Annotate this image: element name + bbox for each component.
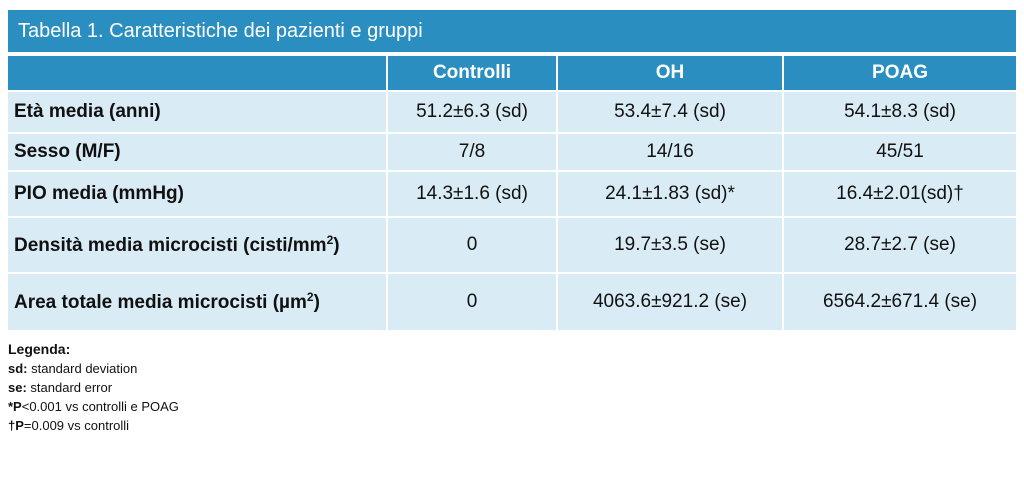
cell-value: 24.1±1.83 (sd)* bbox=[558, 172, 784, 216]
row-label-sesso: Sesso (M/F) bbox=[8, 134, 388, 170]
legend-item: *P<0.001 vs controlli e POAG bbox=[8, 397, 179, 416]
table-row: PIO media (mmHg) 14.3±1.6 (sd) 24.1±1.83… bbox=[8, 172, 1016, 216]
legend-item: sd: standard deviation bbox=[8, 359, 179, 378]
legend-item: †P=0.009 vs controlli bbox=[8, 416, 179, 435]
legend-key: *P bbox=[8, 399, 22, 414]
row-label-text: Area totale media microcisti (µm bbox=[14, 292, 307, 313]
row-label-eta: Età media (anni) bbox=[8, 92, 388, 132]
row-label-pio: PIO media (mmHg) bbox=[8, 172, 388, 216]
legend-text: <0.001 vs controlli e POAG bbox=[21, 399, 179, 414]
legend-key: sd: bbox=[8, 361, 28, 376]
header-controlli: Controlli bbox=[388, 56, 558, 90]
table-header-row: Controlli OH POAG bbox=[8, 56, 1016, 90]
header-poag: POAG bbox=[784, 56, 1016, 90]
cell-value: 19.7±3.5 (se) bbox=[558, 218, 784, 272]
cell-value: 28.7±2.7 (se) bbox=[784, 218, 1016, 272]
table-title: Tabella 1. Caratteristiche dei pazienti … bbox=[8, 10, 1016, 52]
superscript: 2 bbox=[306, 290, 314, 304]
superscript: 2 bbox=[326, 233, 334, 247]
header-oh: OH bbox=[558, 56, 784, 90]
legend-key: se: bbox=[8, 380, 27, 395]
cell-value: 45/51 bbox=[784, 134, 1016, 170]
row-label-end: ) bbox=[333, 235, 340, 256]
cell-value: 0 bbox=[388, 218, 558, 272]
legend-text: standard error bbox=[26, 380, 113, 395]
row-label-text: Densità media microcisti (cisti/mm bbox=[14, 235, 327, 256]
table-row: Densità media microcisti (cisti/mm2) 0 1… bbox=[8, 218, 1016, 272]
header-empty bbox=[8, 56, 388, 90]
cell-value: 6564.2±671.4 (se) bbox=[784, 274, 1016, 330]
cell-value: 4063.6±921.2 (se) bbox=[558, 274, 784, 330]
row-label-area: Area totale media microcisti (µm2) bbox=[8, 274, 388, 330]
patient-characteristics-table: Controlli OH POAG Età media (anni) 51.2±… bbox=[8, 54, 1016, 332]
cell-value: 54.1±8.3 (sd) bbox=[784, 92, 1016, 132]
cell-value: 53.4±7.4 (sd) bbox=[558, 92, 784, 132]
legend-item: se: standard error bbox=[8, 378, 179, 397]
row-label-densita: Densità media microcisti (cisti/mm2) bbox=[8, 218, 388, 272]
cell-value: 14.3±1.6 (sd) bbox=[388, 172, 558, 216]
cell-value: 51.2±6.3 (sd) bbox=[388, 92, 558, 132]
cell-value: 7/8 bbox=[388, 134, 558, 170]
legend: Legenda: sd: standard deviation se: stan… bbox=[8, 340, 179, 435]
legend-heading: Legenda: bbox=[8, 341, 71, 357]
legend-text: standard deviation bbox=[27, 361, 138, 376]
table-row: Età media (anni) 51.2±6.3 (sd) 53.4±7.4 … bbox=[8, 92, 1016, 132]
cell-value: 0 bbox=[388, 274, 558, 330]
legend-key: †P bbox=[8, 418, 24, 433]
table-row: Area totale media microcisti (µm2) 0 406… bbox=[8, 274, 1016, 330]
table-row: Sesso (M/F) 7/8 14/16 45/51 bbox=[8, 134, 1016, 170]
row-label-end: ) bbox=[313, 292, 320, 313]
cell-value: 14/16 bbox=[558, 134, 784, 170]
legend-text: =0.009 vs controlli bbox=[23, 418, 130, 433]
cell-value: 16.4±2.01(sd)† bbox=[784, 172, 1016, 216]
